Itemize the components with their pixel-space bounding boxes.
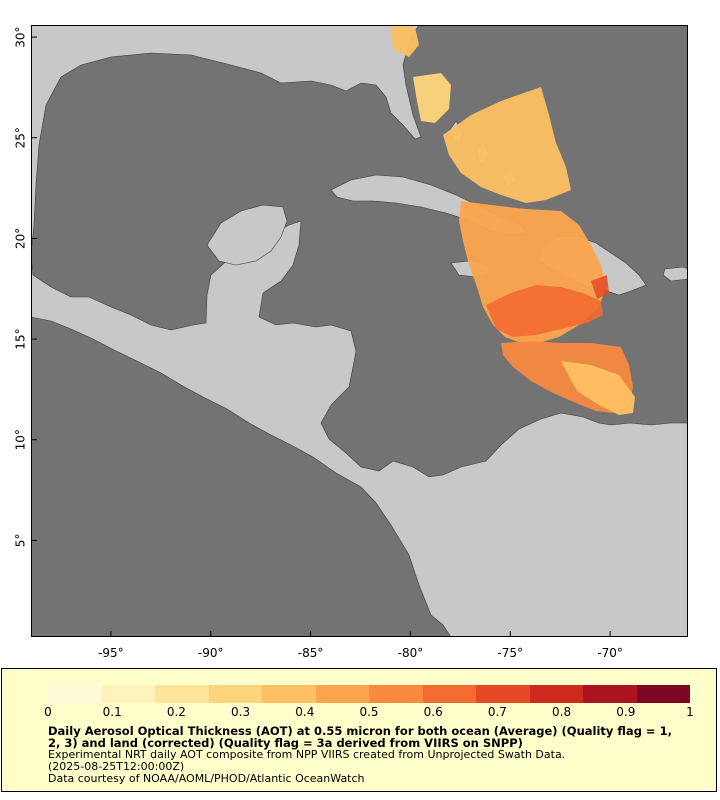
map-border — [31, 25, 688, 637]
colorbar-swatch — [155, 685, 209, 703]
aot-hotspot — [591, 275, 609, 299]
colorbar-tick-label: 0.4 — [295, 705, 315, 719]
caption-line-2: (2025-08-25T12:00:00Z) — [48, 760, 185, 773]
aot-swath-north — [443, 87, 571, 203]
colorbar-swatch — [422, 685, 476, 703]
colorbar — [48, 685, 690, 703]
land-yucatan — [206, 204, 288, 266]
y-tick-label: 10° — [14, 429, 28, 450]
colorbar-tick-label: 0.3 — [231, 705, 251, 719]
map-svg[interactable] — [31, 25, 688, 637]
colorbar-swatch — [315, 685, 369, 703]
y-tick-label: 20° — [14, 228, 28, 249]
colorbar-swatch — [583, 685, 637, 703]
y-tick-label: 30° — [14, 26, 28, 47]
colorbar-tick-label: 0.2 — [166, 705, 186, 719]
colorbar-tick-label: 0.8 — [552, 705, 572, 719]
aot-swath-core — [486, 285, 603, 337]
colorbar-swatch — [476, 685, 530, 703]
colorbar-tick-label: 0.1 — [102, 705, 122, 719]
x-tick-label: -85° — [298, 646, 324, 660]
colorbar-swatch — [636, 685, 690, 703]
colorbar-swatch — [369, 685, 423, 703]
colorbar-tick-label: 0.7 — [487, 705, 507, 719]
y-tick-label: 25° — [14, 127, 28, 148]
colorbar-tick-label: 0.6 — [423, 705, 443, 719]
colorbar-swatch — [208, 685, 262, 703]
map-frame[interactable] — [31, 25, 688, 637]
colorbar-swatch — [101, 685, 155, 703]
caption-line-1: Experimental NRT daily AOT composite fro… — [48, 748, 566, 761]
x-tick-label: -70° — [597, 646, 623, 660]
caption-title: Daily Aerosol Optical Thickness (AOT) at… — [48, 724, 672, 750]
colorbar-tick-label: 0.5 — [359, 705, 379, 719]
aot-swath-southeast — [561, 361, 635, 415]
colorbar-tick-labels: 0 0.1 0.2 0.3 0.4 0.5 0.6 0.7 0.8 0.9 1 — [2, 705, 716, 721]
caption: Daily Aerosol Optical Thickness (AOT) at… — [48, 725, 688, 785]
colorbar-swatch — [529, 685, 583, 703]
colorbar-swatch — [262, 685, 316, 703]
y-tick-label: 5° — [14, 534, 28, 548]
colorbar-swatch — [48, 685, 102, 703]
aot-swath — [391, 25, 635, 415]
x-tick-label: -75° — [497, 646, 523, 660]
caption-line-3: Data courtesy of NOAA/AOML/PHOD/Atlantic… — [48, 772, 365, 785]
colorbar-tick-label: 0.9 — [616, 705, 636, 719]
colorbar-tick-label: 0 — [44, 705, 52, 719]
land-florida — [31, 25, 688, 256]
land-puerto-rico — [662, 266, 688, 282]
x-tick-label: -90° — [198, 646, 224, 660]
x-tick-label: -95° — [98, 646, 124, 660]
x-tick-label: -80° — [398, 646, 424, 660]
y-tick-label: 15° — [14, 328, 28, 349]
colorbar-tick-label: 1 — [686, 705, 694, 719]
aot-bahamas-patch — [413, 73, 451, 123]
legend-panel: 0 0.1 0.2 0.3 0.4 0.5 0.6 0.7 0.8 0.9 1 Daily Aero… — [1, 668, 717, 792]
aot-florida-patch — [391, 25, 419, 57]
